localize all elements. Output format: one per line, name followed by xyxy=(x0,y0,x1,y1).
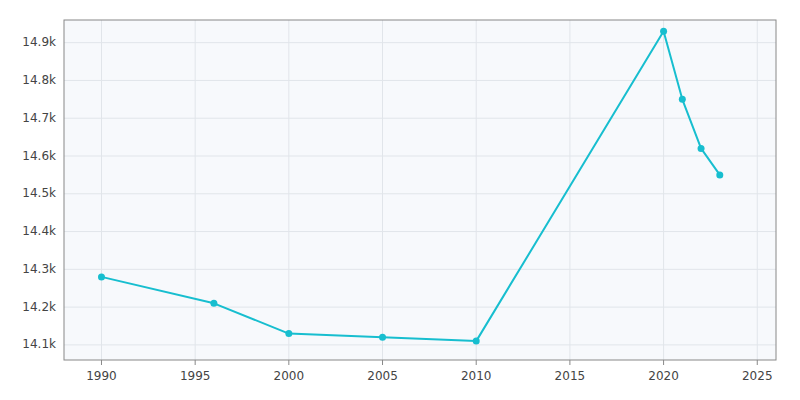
x-tick-label: 2025 xyxy=(742,369,773,383)
series xyxy=(98,28,723,345)
plot-frame xyxy=(64,20,776,360)
y-tick-label: 14.5k xyxy=(22,186,56,200)
x-grid-line xyxy=(288,20,289,360)
y-grid-line xyxy=(64,344,776,345)
y-tick-label: 14.2k xyxy=(22,300,56,314)
point xyxy=(679,96,686,103)
grid xyxy=(64,20,776,360)
x-grid-line xyxy=(101,20,102,360)
x-tick-mark xyxy=(663,360,664,365)
y-grid-line xyxy=(64,42,776,43)
point xyxy=(716,171,723,178)
y-grid-line xyxy=(64,307,776,308)
x-tick-label: 1990 xyxy=(86,369,117,383)
y-grid-line xyxy=(64,193,776,194)
x-tick-label: 2015 xyxy=(555,369,586,383)
y-tick-label: 14.1k xyxy=(22,337,56,351)
x-grid-line xyxy=(663,20,664,360)
line xyxy=(101,31,719,341)
x-tick-mark xyxy=(757,360,758,365)
y-tick-label: 14.4k xyxy=(22,224,56,238)
x-tick-mark xyxy=(476,360,477,365)
point xyxy=(660,28,667,35)
x-tick-label: 1995 xyxy=(180,369,211,383)
y-tick-label: 14.8k xyxy=(22,73,56,87)
y-grid-line xyxy=(64,269,776,270)
x-grid-line xyxy=(757,20,758,360)
y-grid-line xyxy=(64,118,776,119)
y-tick-label: 14.6k xyxy=(22,149,56,163)
x-grid-line xyxy=(569,20,570,360)
y-grid-line xyxy=(64,156,776,157)
x-tick-label: 2020 xyxy=(648,369,679,383)
point xyxy=(379,334,386,341)
x-tick-mark xyxy=(195,360,196,365)
y-tick-label: 14.3k xyxy=(22,262,56,276)
y-tick-label: 14.7k xyxy=(22,111,56,125)
point xyxy=(473,338,480,345)
x-tick-label: 2000 xyxy=(274,369,305,383)
x-grid-line xyxy=(382,20,383,360)
x-tick-mark xyxy=(101,360,102,365)
chart-container: 14.1k 14.2k 14.3k 14.4k 14.5k 14.6k 14.7k 14.8k… xyxy=(0,0,800,400)
y-tick-label: 14.9k xyxy=(22,35,56,49)
x-tick-label: 2005 xyxy=(367,369,398,383)
x-grid-line xyxy=(195,20,196,360)
point xyxy=(285,330,292,337)
chart-svg: 14.1k 14.2k 14.3k 14.4k 14.5k 14.6k 14.7k 14.8k… xyxy=(0,0,800,400)
x-tick-label: 2010 xyxy=(461,369,492,383)
axes: 14.1k 14.2k 14.3k 14.4k 14.5k 14.6k 14.7k 14.8k… xyxy=(22,35,772,383)
point xyxy=(698,145,705,152)
x-tick-mark xyxy=(569,360,570,365)
point xyxy=(210,300,217,307)
point xyxy=(98,273,105,280)
x-tick-mark xyxy=(288,360,289,365)
x-grid-line xyxy=(476,20,477,360)
y-grid-line xyxy=(64,231,776,232)
x-tick-mark xyxy=(382,360,383,365)
plot-area xyxy=(64,20,776,360)
y-grid-line xyxy=(64,80,776,81)
